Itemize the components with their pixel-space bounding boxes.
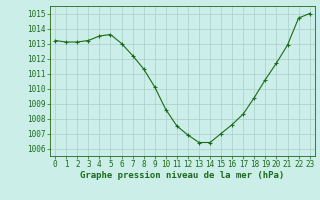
X-axis label: Graphe pression niveau de la mer (hPa): Graphe pression niveau de la mer (hPa) bbox=[80, 171, 284, 180]
